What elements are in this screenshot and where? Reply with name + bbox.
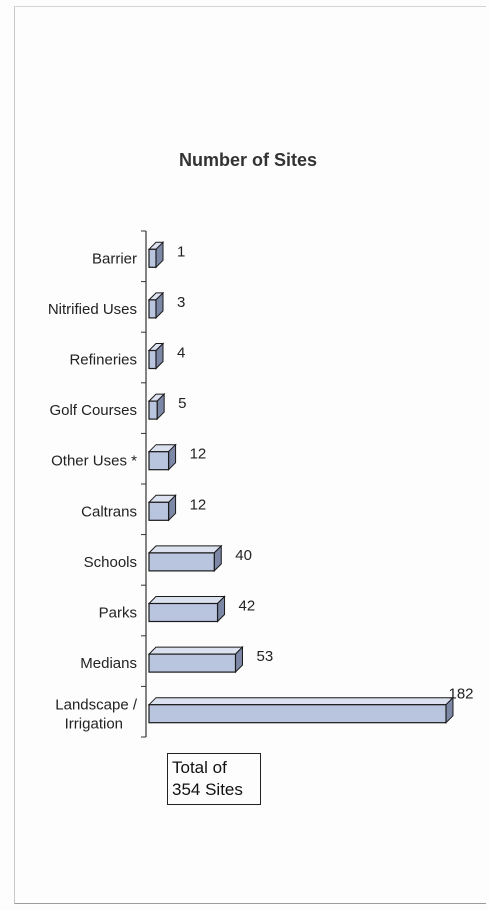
bar-2 bbox=[148, 299, 157, 319]
value-label: 12 bbox=[190, 446, 207, 463]
category-label: Parks bbox=[99, 605, 137, 622]
bar-7 bbox=[148, 552, 215, 572]
value-label: 182 bbox=[448, 686, 473, 703]
page-border bbox=[14, 6, 486, 904]
total-line-2: 354 Sites bbox=[172, 780, 243, 799]
bar-3 bbox=[148, 349, 157, 370]
total-line-1: Total of bbox=[172, 758, 227, 777]
bar-top-8 bbox=[147, 596, 226, 604]
total-annotation: Total of 354 Sites bbox=[167, 753, 261, 805]
category-label: Caltrans bbox=[81, 503, 137, 520]
value-label: 5 bbox=[178, 395, 186, 412]
category-label: Medians bbox=[80, 655, 137, 672]
bar-top-9 bbox=[147, 646, 244, 655]
value-label: 40 bbox=[235, 547, 252, 564]
value-label: 42 bbox=[239, 598, 256, 615]
value-label: 53 bbox=[256, 648, 273, 665]
category-label: Golf Courses bbox=[49, 402, 137, 419]
category-label: Other Uses * bbox=[51, 453, 137, 470]
bar-4 bbox=[148, 400, 158, 420]
category-label: Refineries bbox=[69, 352, 137, 369]
bar-8 bbox=[148, 602, 219, 623]
category-label: Barrier bbox=[92, 250, 137, 267]
category-label: Landscape / Irrigation bbox=[55, 697, 138, 733]
bar-10 bbox=[148, 704, 447, 724]
bar-1 bbox=[148, 248, 157, 268]
category-label: Nitrified Uses bbox=[48, 301, 137, 318]
value-label: 1 bbox=[177, 243, 185, 260]
bar-top-7 bbox=[147, 545, 223, 554]
value-label: 4 bbox=[177, 345, 185, 362]
value-label: 3 bbox=[177, 294, 185, 311]
bar-6 bbox=[148, 501, 170, 521]
chart-title: Number of Sites bbox=[178, 150, 318, 170]
bar-5 bbox=[148, 451, 170, 471]
category-label: Schools bbox=[84, 554, 137, 571]
bar-9 bbox=[148, 653, 237, 673]
bar-top-10 bbox=[147, 697, 455, 706]
value-label: 12 bbox=[190, 496, 207, 513]
